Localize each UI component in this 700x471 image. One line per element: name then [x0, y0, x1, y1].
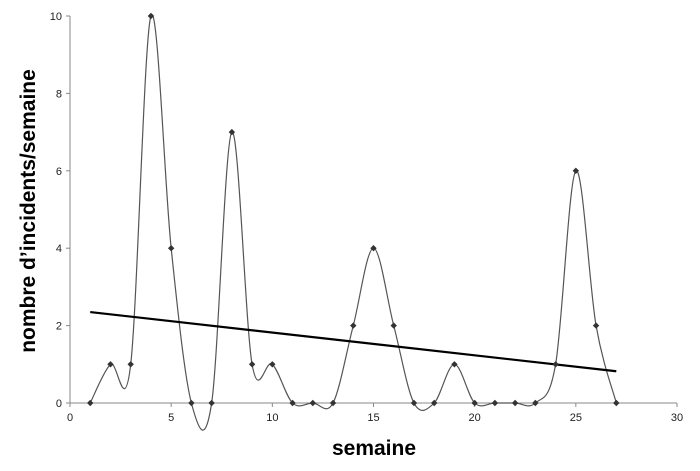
- data-point-marker: [410, 399, 418, 407]
- data-point-marker: [289, 399, 296, 407]
- data-point-marker: [552, 361, 559, 368]
- y-tick-label: 4: [56, 243, 62, 255]
- data-point-marker: [491, 399, 499, 407]
- data-point-marker: [329, 399, 337, 407]
- data-point-marker: [511, 399, 519, 407]
- data-point-marker: [471, 399, 478, 407]
- data-point-marker: [127, 361, 134, 368]
- data-point-marker: [592, 322, 600, 329]
- y-tick-labels: 0 2 4 6 8 10: [50, 11, 70, 410]
- data-point-marker: [431, 399, 438, 407]
- data-point-marker: [208, 399, 215, 407]
- data-point-marker: [572, 167, 580, 174]
- y-tick-label: 6: [56, 166, 62, 178]
- data-point-marker: [248, 361, 256, 368]
- data-point-marker: [390, 322, 397, 329]
- trend-line: [90, 310, 617, 373]
- data-point-marker: [147, 12, 155, 20]
- x-tick-label: 25: [570, 412, 582, 424]
- data-point-marker: [370, 245, 377, 252]
- x-tick-label: 10: [266, 412, 278, 424]
- x-tick-label: 15: [367, 412, 379, 424]
- x-tick-label: 30: [671, 412, 683, 424]
- data-point-marker: [269, 361, 276, 368]
- data-point-marker: [87, 399, 94, 407]
- x-tick-label: 20: [469, 412, 481, 424]
- data-point-marker: [107, 361, 114, 368]
- data-point-marker: [188, 399, 195, 407]
- incidents-series-line: [89, 14, 617, 431]
- data-point-marker: [228, 128, 236, 136]
- data-point-marker: [613, 399, 620, 407]
- x-tick-labels: 0 5 10 15 20 25 30: [67, 403, 683, 424]
- y-tick-label: 0: [56, 398, 62, 410]
- data-point-marker: [167, 245, 175, 252]
- data-point-marker: [451, 361, 458, 368]
- data-point-marker: [309, 399, 316, 407]
- x-tick-label: 0: [67, 412, 73, 424]
- data-point-marker: [350, 322, 357, 329]
- series-layer: [87, 12, 620, 431]
- y-tick-label: 2: [56, 321, 62, 333]
- data-point-marker: [532, 399, 539, 407]
- x-tick-label: 5: [168, 412, 174, 424]
- y-tick-label: 10: [50, 11, 62, 23]
- x-axis-title: semaine: [332, 437, 416, 460]
- y-tick-label: 8: [56, 88, 62, 100]
- y-axis-title: nombre d’incidents/semaine: [17, 69, 40, 353]
